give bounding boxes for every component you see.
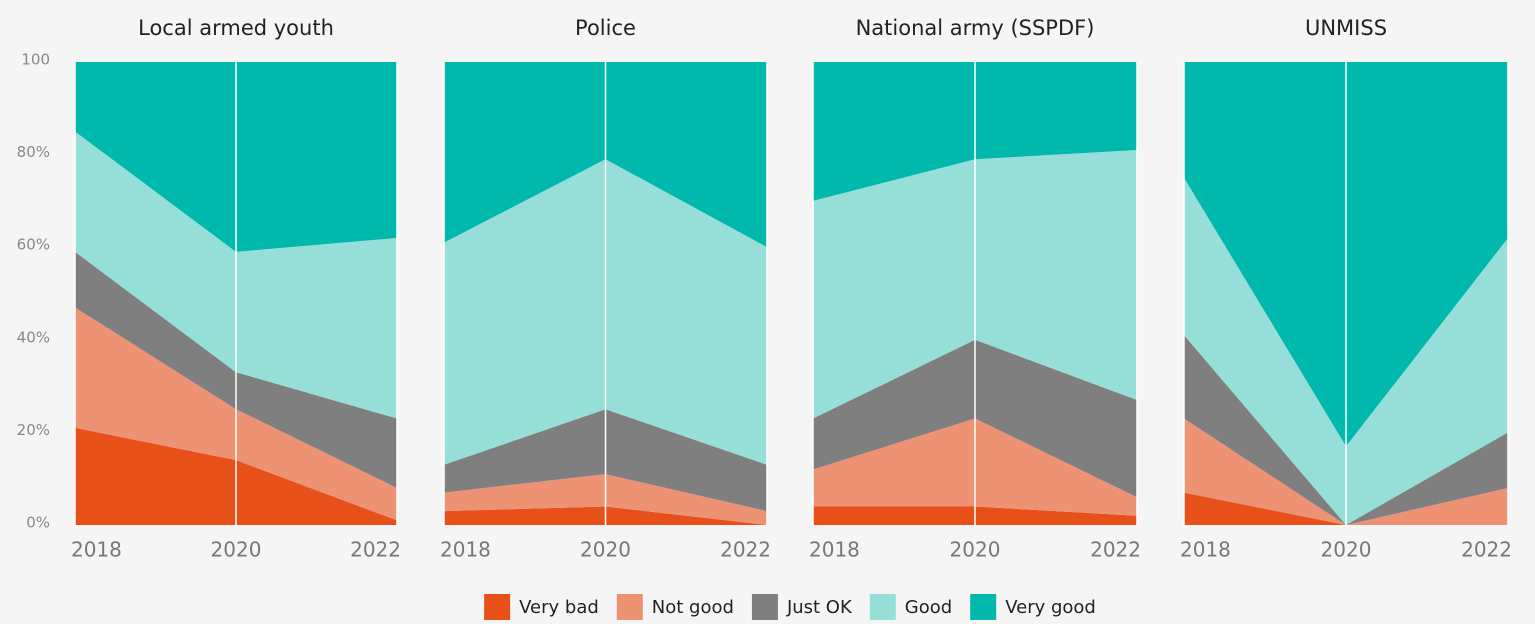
- x-tick-label: 2020: [211, 538, 262, 562]
- legend-label: Very bad: [519, 597, 599, 618]
- x-tick-label: 2020: [1321, 538, 1372, 562]
- legend-label: Just OK: [786, 597, 853, 618]
- panel-title: National army (SSPDF): [856, 16, 1095, 40]
- x-tick-label: 2022: [720, 538, 771, 562]
- legend-swatch: [970, 594, 997, 620]
- y-tick-label: 0%: [26, 514, 50, 532]
- y-tick-label: 20%: [17, 421, 50, 439]
- x-tick-label: 2020: [950, 538, 1001, 562]
- x-tick-label: 2022: [1461, 538, 1512, 562]
- legend: Very bad Not good Just OK Good Very good: [484, 594, 1096, 620]
- area: [1184, 335, 1508, 525]
- legend-swatch: [484, 594, 511, 620]
- legend-label: Very good: [1005, 597, 1096, 618]
- panel-title: Local armed youth: [138, 16, 334, 40]
- area: [75, 251, 397, 488]
- legend-label: Not good: [652, 597, 734, 618]
- area: [1184, 177, 1508, 525]
- panel-title: Police: [575, 16, 636, 40]
- x-tick-label: 2018: [71, 538, 122, 562]
- x-tick-label: 2022: [350, 538, 401, 562]
- legend-swatch: [616, 594, 643, 620]
- x-tick-label: 2020: [580, 538, 631, 562]
- y-tick-label: 80%: [17, 143, 50, 161]
- legend-swatch: [751, 594, 778, 620]
- y-tick-label: 40%: [17, 328, 50, 346]
- y-tick-label: 60%: [17, 236, 50, 254]
- legend-swatch: [869, 594, 896, 620]
- area: [1184, 418, 1508, 525]
- x-tick-label: 2018: [1180, 538, 1231, 562]
- y-tick-label: 100: [21, 51, 50, 69]
- legend-label: Good: [905, 597, 952, 618]
- x-tick-label: 2022: [1090, 538, 1141, 562]
- panel-title: UNMISS: [1305, 16, 1387, 40]
- x-tick-label: 2018: [809, 538, 860, 562]
- area: [1184, 492, 1508, 525]
- x-tick-label: 2018: [440, 538, 491, 562]
